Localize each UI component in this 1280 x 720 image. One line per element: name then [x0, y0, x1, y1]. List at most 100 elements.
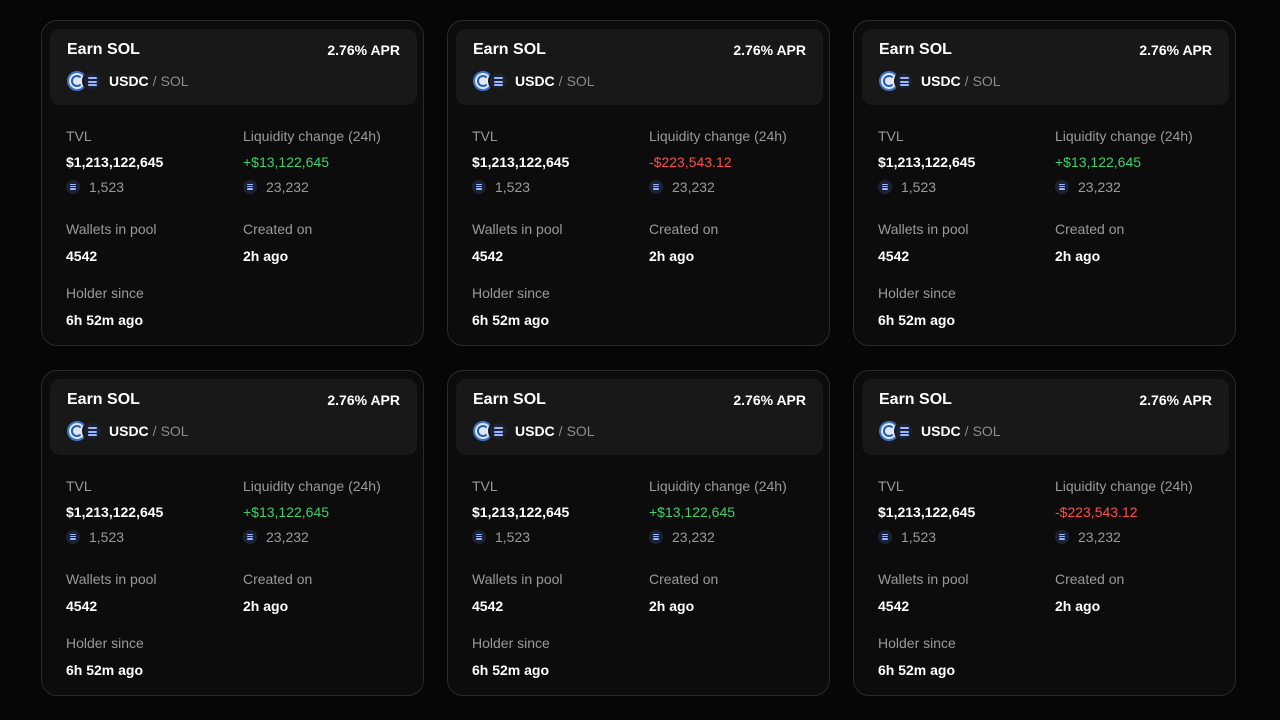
wallets-label: Wallets in pool [472, 571, 563, 587]
liquidity-change-label: Liquidity change (24h) [243, 128, 381, 144]
pair-separator: / [558, 73, 563, 89]
sol-token-icon [488, 421, 508, 441]
liquidity-change-label: Liquidity change (24h) [1055, 128, 1193, 144]
token-pair: USDC / SOL [879, 70, 1001, 92]
holder-since-label: Holder since [66, 635, 144, 651]
holder-since-value: 6h 52m ago [878, 312, 956, 328]
tvl-value: $1,213,122,645 [66, 154, 164, 170]
pool-title: Earn SOL [67, 391, 140, 408]
created-label: Created on [1055, 221, 1125, 237]
pool-card-header: Earn SOL 2.76% APR USDC / SOL [456, 379, 823, 455]
token-pair-icons [67, 420, 103, 442]
wallets-value: 4542 [472, 248, 504, 264]
holder-since-value: 6h 52m ago [472, 662, 550, 678]
tvl-label: TVL [66, 128, 92, 144]
pool-card[interactable]: Earn SOL 2.76% APR USDC / SOL TVL $1,213… [853, 20, 1236, 346]
pair-base-symbol: USDC [921, 423, 961, 439]
created-value: 2h ago [649, 598, 695, 614]
pair-quote-symbol: SOL [160, 423, 189, 439]
pool-card[interactable]: Earn SOL 2.76% APR USDC / SOL TVL $1,213… [447, 370, 830, 696]
wallets-value: 4542 [878, 598, 910, 614]
tvl-sol-amount: 1,523 [66, 179, 124, 195]
sol-icon [243, 530, 257, 544]
liquidity-change-value: +$13,122,645 [243, 154, 330, 170]
liquidity-change-value: -$223,543.12 [649, 154, 732, 170]
wallets-label: Wallets in pool [66, 571, 157, 587]
liquidity-sol-amount: 23,232 [1055, 179, 1121, 195]
token-pair: USDC / SOL [473, 420, 595, 442]
apr-value: 2.76% APR [733, 42, 806, 58]
pool-card-header: Earn SOL 2.76% APR USDC / SOL [456, 29, 823, 105]
pool-title: Earn SOL [473, 41, 546, 58]
pair-base-symbol: USDC [109, 423, 149, 439]
sol-icon [1055, 180, 1069, 194]
liquidity-sol-value: 23,232 [266, 179, 309, 195]
pool-card[interactable]: Earn SOL 2.76% APR USDC / SOL TVL $1,213… [447, 20, 830, 346]
tvl-label: TVL [472, 128, 498, 144]
wallets-label: Wallets in pool [66, 221, 157, 237]
tvl-sol-value: 1,523 [89, 529, 125, 545]
apr-value: 2.76% APR [327, 392, 400, 408]
liquidity-sol-value: 23,232 [672, 179, 715, 195]
pool-title: Earn SOL [879, 41, 952, 58]
sol-token-icon [82, 421, 102, 441]
sol-icon [878, 180, 892, 194]
created-label: Created on [1055, 571, 1125, 587]
holder-since-label: Holder since [472, 285, 550, 301]
pair-separator: / [558, 423, 563, 439]
pair-separator: / [964, 73, 969, 89]
pool-card[interactable]: Earn SOL 2.76% APR USDC / SOL TVL $1,213… [41, 20, 424, 346]
liquidity-sol-value: 23,232 [266, 529, 309, 545]
tvl-sol-value: 1,523 [495, 179, 531, 195]
tvl-sol-amount: 1,523 [878, 529, 936, 545]
created-label: Created on [649, 221, 719, 237]
token-pair-icons [473, 70, 509, 92]
pair-base-symbol: USDC [109, 73, 149, 89]
pool-card-header: Earn SOL 2.76% APR USDC / SOL [50, 379, 417, 455]
sol-token-icon [894, 71, 914, 91]
wallets-value: 4542 [472, 598, 504, 614]
pair-quote-symbol: SOL [160, 73, 189, 89]
pool-title: Earn SOL [879, 391, 952, 408]
sol-icon [1055, 530, 1069, 544]
token-pair: USDC / SOL [473, 70, 595, 92]
liquidity-sol-amount: 23,232 [243, 179, 309, 195]
liquidity-sol-value: 23,232 [1078, 529, 1121, 545]
token-pair: USDC / SOL [67, 70, 189, 92]
sol-token-icon [488, 71, 508, 91]
sol-icon [649, 530, 663, 544]
tvl-sol-amount: 1,523 [472, 179, 530, 195]
liquidity-sol-value: 23,232 [1078, 179, 1121, 195]
sol-icon [472, 530, 486, 544]
wallets-value: 4542 [66, 248, 98, 264]
pool-card[interactable]: Earn SOL 2.76% APR USDC / SOL TVL $1,213… [41, 370, 424, 696]
pair-base-symbol: USDC [515, 73, 555, 89]
tvl-sol-amount: 1,523 [472, 529, 530, 545]
pair-base-symbol: USDC [515, 423, 555, 439]
holder-since-label: Holder since [878, 635, 956, 651]
pair-separator: / [152, 423, 157, 439]
created-value: 2h ago [243, 598, 289, 614]
tvl-sol-value: 1,523 [901, 179, 937, 195]
wallets-value: 4542 [878, 248, 910, 264]
pool-card-header: Earn SOL 2.76% APR USDC / SOL [862, 379, 1229, 455]
tvl-value: $1,213,122,645 [472, 504, 570, 520]
token-pair-icons [67, 70, 103, 92]
liquidity-sol-amount: 23,232 [1055, 529, 1121, 545]
created-label: Created on [243, 571, 313, 587]
apr-value: 2.76% APR [1139, 42, 1212, 58]
pool-title: Earn SOL [67, 41, 140, 58]
pool-card[interactable]: Earn SOL 2.76% APR USDC / SOL TVL $1,213… [853, 370, 1236, 696]
tvl-sol-value: 1,523 [495, 529, 531, 545]
created-label: Created on [243, 221, 313, 237]
pool-card-header: Earn SOL 2.76% APR USDC / SOL [50, 29, 417, 105]
holder-since-label: Holder since [66, 285, 144, 301]
tvl-sol-amount: 1,523 [66, 529, 124, 545]
holder-since-label: Holder since [878, 285, 956, 301]
liquidity-change-value: +$13,122,645 [649, 504, 736, 520]
apr-value: 2.76% APR [327, 42, 400, 58]
liquidity-sol-amount: 23,232 [243, 529, 309, 545]
pair-quote-symbol: SOL [972, 73, 1001, 89]
tvl-label: TVL [472, 478, 498, 494]
